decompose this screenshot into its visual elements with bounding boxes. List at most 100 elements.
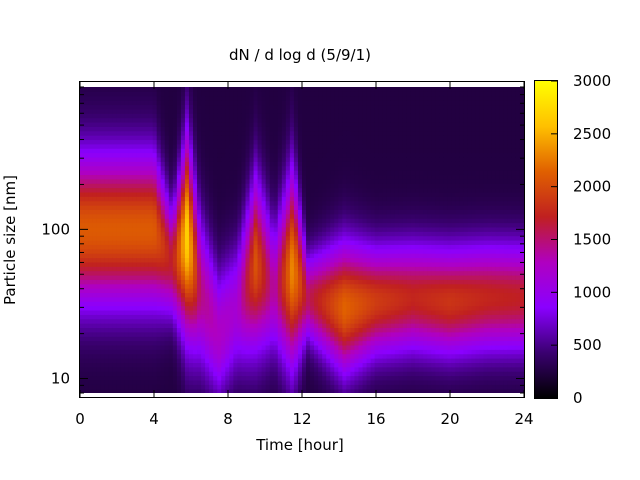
- heatmap-cell: [217, 143, 222, 149]
- heatmap-cell: [221, 95, 226, 101]
- heatmap-cell: [249, 266, 255, 272]
- heatmap-cell: [302, 340, 307, 346]
- heatmap-cell: [358, 274, 364, 280]
- heatmap-cell: [330, 292, 335, 298]
- heatmap-cell: [229, 209, 234, 215]
- heatmap-cell: [257, 349, 263, 355]
- heatmap-cell: [180, 209, 186, 215]
- heatmap-cell: [217, 344, 222, 350]
- heatmap-cell: [184, 340, 190, 346]
- heatmap-cell: [229, 235, 234, 241]
- heatmap-cell: [213, 266, 218, 272]
- heatmap-cell: [180, 244, 186, 250]
- heatmap-cell: [116, 340, 121, 346]
- heatmap-cell: [281, 135, 287, 141]
- heatmap-cell: [176, 152, 182, 158]
- heatmap-cell: [209, 349, 214, 355]
- heatmap-cell: [302, 143, 307, 149]
- heatmap-cell: [84, 143, 89, 149]
- heatmap-cell: [338, 191, 343, 197]
- heatmap-cell: [338, 104, 343, 110]
- heatmap-cell: [132, 170, 138, 176]
- heatmap-cell: [152, 148, 158, 154]
- heatmap-cell: [140, 113, 146, 119]
- heatmap-cell: [132, 213, 138, 219]
- heatmap-cell: [104, 318, 109, 324]
- heatmap-cell: [128, 183, 134, 189]
- heatmap-cell: [100, 274, 105, 280]
- heatmap-cell: [354, 231, 360, 237]
- heatmap-cell: [358, 248, 364, 254]
- heatmap-cell: [156, 95, 162, 101]
- heatmap-cell: [180, 178, 186, 184]
- heatmap-cell: [297, 323, 303, 329]
- heatmap-cell: [168, 366, 174, 372]
- heatmap-cell: [108, 191, 113, 197]
- heatmap-cell: [225, 323, 230, 329]
- heatmap-cell: [188, 117, 194, 123]
- heatmap-cell: [306, 113, 311, 119]
- heatmap-cell: [366, 292, 372, 298]
- heatmap-cell: [229, 323, 234, 329]
- heatmap-cell: [297, 226, 303, 232]
- heatmap-cell: [201, 121, 206, 127]
- heatmap-cell: [168, 344, 174, 350]
- heatmap-cell: [100, 375, 105, 381]
- heatmap-cell: [233, 170, 239, 176]
- heatmap-cell: [273, 270, 279, 276]
- heatmap-cell: [209, 279, 214, 285]
- heatmap-cell: [140, 384, 146, 390]
- heatmap-cell: [144, 152, 150, 158]
- heatmap-cell: [193, 222, 198, 228]
- heatmap-cell: [176, 270, 182, 276]
- heatmap-cell: [362, 209, 368, 215]
- heatmap-cell: [338, 301, 343, 307]
- heatmap-cell: [318, 349, 323, 355]
- heatmap-cell: [281, 375, 287, 381]
- heatmap-cell: [108, 362, 113, 368]
- heatmap-cell: [213, 91, 218, 97]
- heatmap-cell: [160, 240, 166, 245]
- heatmap-cell: [124, 178, 130, 184]
- heatmap-cell: [112, 292, 117, 298]
- heatmap-cell: [100, 240, 105, 245]
- heatmap-cell: [362, 384, 368, 390]
- heatmap-cell: [209, 191, 214, 197]
- heatmap-cell: [225, 209, 230, 215]
- heatmap-cell: [92, 200, 97, 206]
- heatmap-cell: [140, 331, 146, 337]
- heatmap-cell: [322, 191, 327, 197]
- heatmap-cell: [273, 104, 279, 110]
- heatmap-cell: [261, 191, 267, 197]
- heatmap-cell: [322, 143, 327, 149]
- heatmap-cell: [197, 283, 202, 289]
- heatmap-cell: [362, 196, 368, 202]
- heatmap-cell: [225, 253, 230, 259]
- heatmap-cell: [84, 108, 89, 114]
- heatmap-cell: [88, 108, 93, 114]
- heatmap-cell: [213, 226, 218, 232]
- heatmap-cell: [302, 253, 307, 259]
- heatmap-cell: [209, 152, 214, 158]
- heatmap-cell: [148, 353, 154, 359]
- heatmap-cell: [100, 205, 105, 210]
- heatmap-cell: [201, 226, 206, 232]
- heatmap-cell: [152, 87, 158, 92]
- heatmap-cell: [229, 200, 234, 206]
- heatmap-cell: [96, 384, 101, 390]
- heatmap-cell: [120, 244, 125, 250]
- heatmap-cell: [201, 309, 206, 315]
- heatmap-cell: [366, 305, 372, 311]
- heatmap-cell: [193, 95, 198, 101]
- heatmap-cell: [310, 174, 315, 180]
- heatmap-cell: [241, 205, 247, 210]
- heatmap-cell: [92, 318, 97, 324]
- heatmap-cell: [205, 336, 210, 342]
- heatmap-cell: [180, 331, 186, 337]
- heatmap-cell: [318, 218, 323, 224]
- heatmap-cell: [172, 301, 178, 307]
- heatmap-cell: [241, 222, 247, 228]
- heatmap-cell: [152, 240, 158, 245]
- heatmap-cell: [285, 375, 291, 381]
- heatmap-cell: [237, 371, 243, 377]
